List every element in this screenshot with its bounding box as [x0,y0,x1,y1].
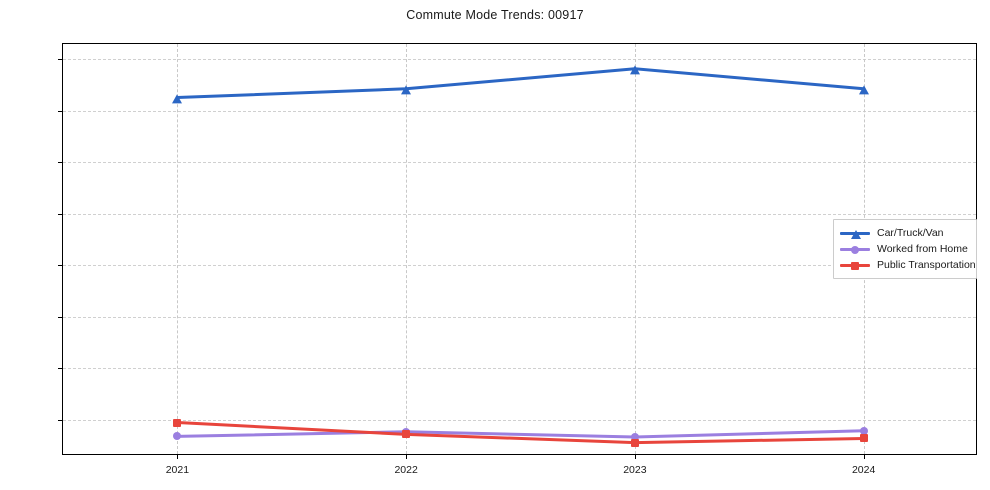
legend-label-worked-from-home: Worked from Home [877,243,968,255]
legend-item-car-truck-van[interactable]: Car/Truck/Van [840,225,969,241]
series-markers [63,44,976,454]
y-tick-mark [58,162,63,164]
data-point [173,432,182,441]
data-point [859,426,868,435]
legend-item-worked-from-home[interactable]: Worked from Home [840,241,969,257]
legend-swatch-car-truck-van [840,226,870,240]
series-line-car-truck-van [175,67,866,100]
x-tick-label: 2023 [623,464,647,476]
page-title: Commute Mode Trends: 00917 [406,8,584,22]
y-tick-mark [58,419,63,421]
y-tick-mark [58,316,63,318]
gridline-horizontal [63,110,976,112]
x-tick-label: 2024 [851,464,876,476]
x-tick-label: 2022 [394,464,418,476]
gridline-vertical [634,44,636,454]
data-point [173,418,182,427]
legend-label-public-transportation: Public Transportation [877,259,976,271]
gridline-horizontal [63,419,976,421]
data-point [172,93,183,103]
gridline-horizontal [63,265,976,267]
gridline-horizontal [63,59,976,61]
gridline-horizontal [63,213,976,215]
gridline-vertical [177,44,179,454]
data-point [630,438,639,447]
legend-label-car-truck-van: Car/Truck/Van [877,227,944,239]
gridline-vertical [406,44,408,454]
x-tick-mark [863,454,865,459]
y-tick-mark [58,110,63,112]
x-tick-mark [177,454,179,459]
data-point [629,65,640,75]
series-line-public-transportation [175,421,866,445]
series-lines [175,67,866,445]
series-line-worked-from-home [175,429,866,439]
legend-swatch-worked-from-home [840,242,870,256]
chart-legend[interactable]: Car/Truck/Van Worked from Home Public Tr… [833,219,977,279]
legend-swatch-public-transportation [840,258,870,272]
data-point [858,85,869,95]
x-tick-label: 2021 [165,464,190,476]
gridline-horizontal [63,162,976,164]
x-tick-mark [634,454,636,459]
data-point [859,434,868,443]
gridline-horizontal [63,316,976,318]
y-tick-mark [58,368,63,370]
y-tick-mark [58,265,63,267]
legend-item-public-transportation[interactable]: Public Transportation [840,257,976,273]
y-tick-mark [58,213,63,215]
data-point [401,85,412,95]
gridline-horizontal [63,368,976,370]
gridlines [63,44,976,454]
y-tick-mark [58,59,63,61]
data-point [630,432,639,441]
data-point [402,430,411,439]
x-tick-mark [406,454,408,459]
